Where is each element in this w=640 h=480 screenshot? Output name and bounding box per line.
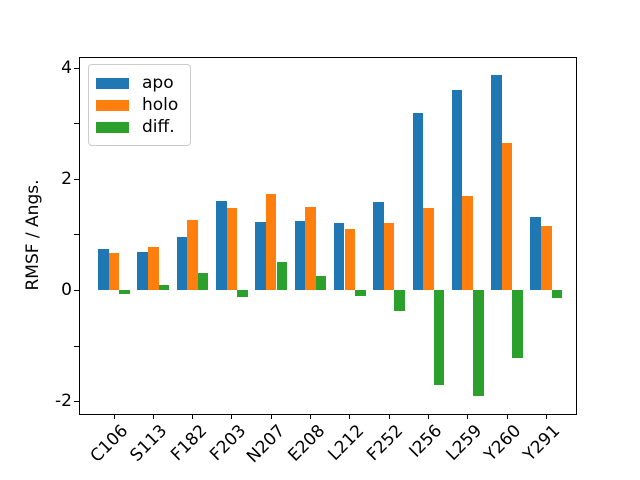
bar-holo-S113	[148, 247, 159, 290]
bar-diff-L259	[473, 290, 484, 396]
bar-holo-I256	[423, 208, 434, 290]
legend-item-holo: holo	[96, 94, 178, 116]
bar-holo-Y291	[541, 225, 552, 290]
y-tick-label--2: -2	[55, 391, 72, 412]
y-tick-label-0: 0	[61, 280, 72, 300]
y-tick-label-4: 4	[61, 57, 72, 78]
bar-holo-E208	[305, 207, 316, 290]
bar-apo-L212	[333, 223, 345, 290]
bar-holo-N207	[265, 194, 277, 290]
x-tick-F252	[388, 415, 390, 419]
y-tick-1	[74, 234, 79, 236]
legend-item-diff: diff.	[96, 116, 178, 138]
y-tick-2	[74, 178, 79, 180]
y-tick-3	[74, 123, 79, 125]
bar-diff-Y291	[551, 290, 563, 299]
bar-diff-C106	[119, 290, 130, 294]
y-tick-label-2: 2	[61, 168, 72, 189]
legend-label-diff: diff.	[142, 117, 175, 137]
bar-apo-E208	[294, 221, 306, 290]
x-tick-S113	[152, 415, 154, 419]
legend-label-holo: holo	[142, 95, 179, 115]
bar-apo-F252	[373, 202, 384, 290]
bar-apo-Y291	[530, 217, 541, 290]
bar-apo-C106	[98, 249, 109, 290]
x-tick-Y260	[506, 415, 508, 419]
bar-apo-F182	[176, 237, 188, 290]
bar-holo-F252	[383, 222, 395, 290]
bar-holo-F203	[226, 207, 238, 290]
legend-swatch-apo	[96, 77, 129, 89]
x-tick-L259	[467, 415, 469, 419]
bar-holo-L212	[344, 229, 356, 290]
plot-area	[80, 58, 576, 414]
y-tick--2	[74, 401, 79, 403]
bar-diff-F203	[237, 290, 248, 297]
bar-apo-Y260	[491, 74, 502, 290]
bar-apo-L259	[451, 89, 463, 290]
x-tick-F182	[192, 415, 194, 419]
x-tick-E208	[310, 415, 311, 419]
x-tick-L212	[349, 415, 351, 419]
bar-diff-N207	[276, 262, 288, 290]
legend-swatch-holo	[96, 99, 129, 111]
legend-swatch-diff	[96, 121, 129, 133]
bar-apo-N207	[255, 222, 266, 290]
y-tick--1	[74, 345, 79, 347]
bar-holo-L259	[462, 195, 473, 290]
x-tick-Y291	[545, 415, 547, 419]
bar-apo-I256	[412, 113, 424, 290]
x-tick-F203	[231, 415, 233, 419]
bar-holo-Y260	[501, 142, 513, 290]
legend-label-apo: apo	[142, 73, 174, 93]
y-tick-4	[74, 67, 79, 69]
y-axis-label: RMSF / Angs.	[23, 179, 43, 291]
bar-apo-S113	[137, 252, 148, 290]
bar-diff-L212	[355, 290, 366, 297]
legend: apo holo diff.	[88, 64, 192, 146]
bar-diff-I256	[433, 290, 445, 386]
legend-item-apo: apo	[96, 72, 178, 94]
bar-holo-F182	[187, 219, 198, 290]
x-tick-C106	[113, 415, 115, 419]
x-tick-I256	[427, 415, 429, 419]
y-tick-0	[74, 290, 79, 291]
bar-diff-E208	[315, 276, 327, 290]
bar-diff-Y260	[512, 290, 523, 358]
bar-diff-S113	[158, 285, 170, 290]
bar-diff-F182	[197, 272, 209, 290]
bar-holo-C106	[108, 253, 120, 290]
x-tick-N207	[270, 415, 272, 419]
bar-diff-F252	[394, 290, 405, 311]
bar-apo-F203	[216, 201, 227, 290]
